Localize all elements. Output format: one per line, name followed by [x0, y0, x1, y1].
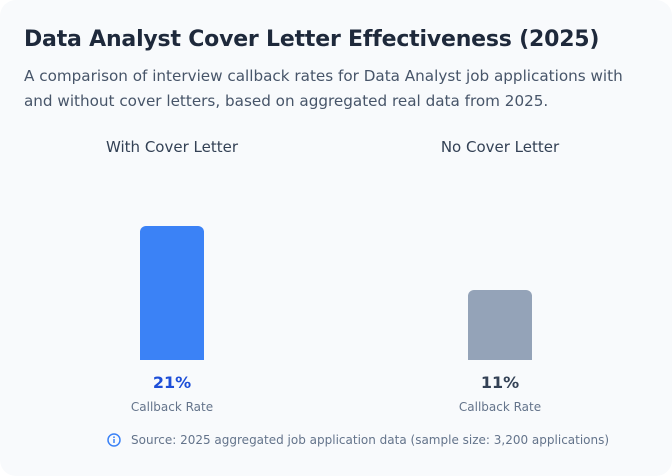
bar-with-cover-letter [140, 226, 204, 360]
column-no-cover-letter: No Cover Letter 11% Callback Rate [370, 138, 630, 418]
column-label: With Cover Letter [106, 138, 238, 156]
metric-label: Callback Rate [458, 400, 542, 414]
source-text: Source: 2025 aggregated job application … [131, 433, 610, 447]
bar-no-cover-letter [468, 290, 532, 360]
value-label: 21% [152, 373, 192, 392]
chart-subtitle: A comparison of interview callback rates… [24, 67, 623, 110]
info-icon [107, 433, 121, 447]
column-with-cover-letter: With Cover Letter 21% Callback Rate [42, 138, 302, 418]
metric-label: Callback Rate [130, 400, 214, 414]
chart-title: Data Analyst Cover Letter Effectiveness … [24, 27, 600, 52]
source-note: Source: 2025 aggregated job application … [107, 433, 609, 447]
value-label: 11% [480, 373, 520, 392]
column-label: No Cover Letter [440, 138, 560, 156]
